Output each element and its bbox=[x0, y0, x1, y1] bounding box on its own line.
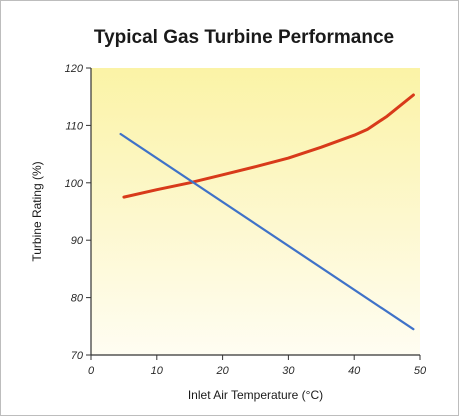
x-tick-label: 10 bbox=[151, 365, 164, 377]
x-axis-label: Inlet Air Temperature (°C) bbox=[188, 388, 323, 402]
ticks-layer: 70 80 90 100 110 120 0 10 20 30 40 50 bbox=[65, 63, 427, 377]
series-line-2 bbox=[119, 132, 415, 331]
y-tick-label: 120 bbox=[65, 63, 84, 75]
x-tick-label: 30 bbox=[282, 365, 295, 377]
axes bbox=[90, 68, 420, 356]
series-layer bbox=[119, 93, 415, 331]
x-tick-label: 50 bbox=[414, 365, 427, 377]
y-tick-label: 70 bbox=[71, 350, 84, 362]
x-tick-label: 20 bbox=[215, 365, 229, 377]
y-tick-label: 90 bbox=[71, 235, 84, 247]
series-line-1 bbox=[122, 93, 415, 199]
x-tick-label: 40 bbox=[348, 365, 361, 377]
y-axis-label: Turbine Rating (%) bbox=[30, 161, 44, 261]
plot-area bbox=[91, 68, 420, 355]
chart-title: Typical Gas Turbine Performance bbox=[94, 27, 394, 48]
x-tick-label: 0 bbox=[88, 365, 95, 377]
y-tick-label: 80 bbox=[71, 293, 84, 305]
y-tick-label: 110 bbox=[65, 120, 83, 132]
y-tick-label: 100 bbox=[65, 178, 84, 190]
